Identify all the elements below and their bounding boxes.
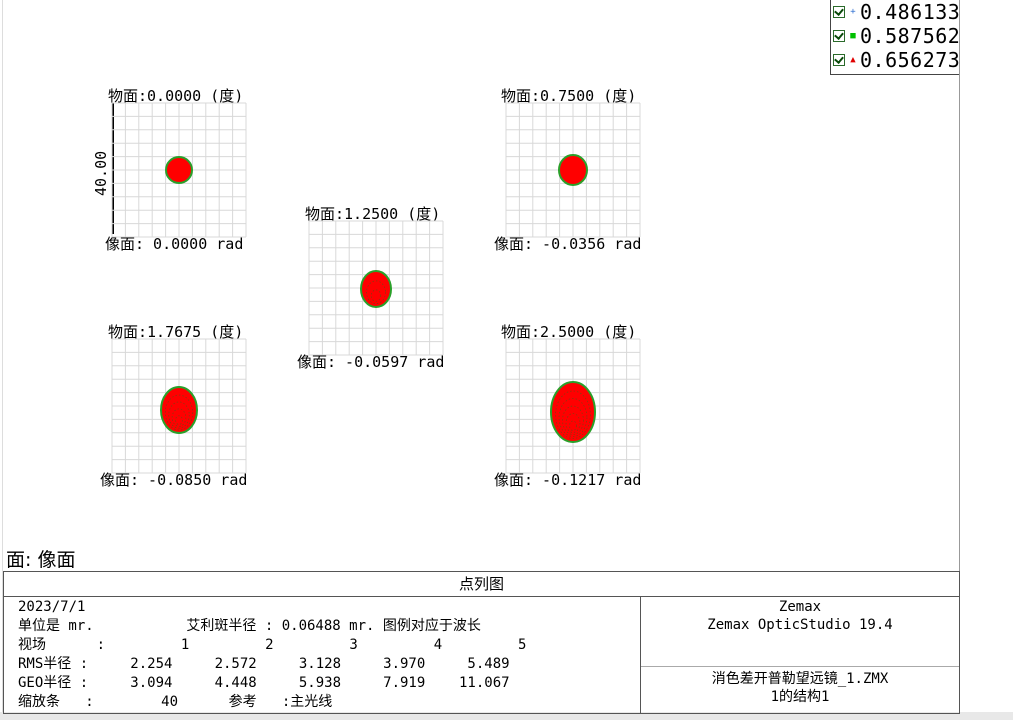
spot-panel-4: [111, 338, 247, 474]
info-panel: 点列图 2023/7/1 单位是 mr. 艾利斑半径 : 0.06488 mr.…: [3, 571, 960, 714]
wavelength-legend: + 0.486133 ■ 0.587562 ▲ 0.656273: [830, 0, 960, 75]
triangle-marker-icon: ▲: [850, 55, 856, 65]
spot-blob: [160, 386, 198, 434]
spot-ring: [168, 401, 190, 429]
scale-bar: [112, 103, 114, 234]
checkbox-icon[interactable]: [833, 54, 845, 66]
spot-ring: [171, 408, 187, 427]
info-field-line: 视场 : 1 2 3 4 5: [18, 637, 527, 653]
plus-marker-icon: +: [850, 7, 856, 17]
spot-blob: [550, 381, 596, 443]
spot-panel-3: [308, 220, 444, 356]
panel-3-object-label: 物面:1.2500 (度): [305, 205, 441, 223]
spot-ring: [366, 280, 386, 305]
left-border: [2, 0, 3, 712]
checkbox-icon[interactable]: [833, 6, 845, 18]
surface-label: 面: 像面: [6, 549, 76, 571]
legend-row-2[interactable]: ■ 0.587562: [833, 24, 960, 48]
legend-row-3[interactable]: ▲ 0.656273: [833, 48, 960, 72]
legend-wavelength-3: 0.656273: [860, 48, 961, 72]
panel-1-object-label: 物面:0.0000 (度): [108, 87, 244, 105]
info-file-name: 消色差开普勒望远镜_1.ZMX: [711, 671, 889, 687]
info-right-separator: [641, 666, 959, 667]
right-border: [959, 0, 960, 712]
spot-ring: [175, 415, 183, 425]
spot-blob: [165, 156, 193, 184]
spot-panel-5: [505, 338, 641, 474]
info-rms-line: RMS半径 : 2.254 2.572 3.128 3.970 5.489: [18, 656, 510, 672]
info-divider: [640, 597, 641, 714]
panel-5-image-label: 像面: -0.1217 rad: [494, 471, 642, 489]
panel-3-image-label: 像面: -0.0597 rad: [297, 353, 445, 371]
panel-5-object-label: 物面:2.5000 (度): [501, 323, 637, 341]
square-marker-icon: ■: [850, 31, 856, 41]
panel-4-object-label: 物面:1.7675 (度): [108, 323, 244, 341]
spot-ring: [562, 405, 584, 435]
panel-2-object-label: 物面:0.7500 (度): [501, 87, 637, 105]
legend-wavelength-2: 0.587562: [860, 24, 961, 48]
checkbox-icon[interactable]: [833, 30, 845, 42]
spot-ring: [164, 394, 194, 431]
info-date: 2023/7/1: [18, 599, 86, 615]
spot-diagram-area: [111, 102, 641, 474]
legend-wavelength-1: 0.486133: [860, 0, 961, 24]
spot-ring: [370, 289, 382, 302]
info-scale-line: 缩放条 : 40 参考 :主光线: [18, 694, 333, 710]
spot-blob: [360, 270, 392, 308]
info-product: Zemax OpticStudio 19.4: [707, 617, 893, 633]
panel-1-image-label: 像面: 0.0000 rad: [105, 235, 244, 253]
spot-panel-1: [111, 102, 247, 238]
spot-blob: [558, 154, 588, 186]
spot-ring: [565, 413, 581, 433]
spot-ring: [555, 390, 591, 439]
info-geo-line: GEO半径 : 3.094 4.448 5.938 7.919 11.067: [18, 675, 510, 691]
spot-ring: [569, 420, 577, 431]
info-units-line: 单位是 mr. 艾利斑半径 : 0.06488 mr. 图例对应于波长: [18, 618, 481, 634]
spot-panel-2: [505, 102, 641, 238]
panel-4-image-label: 像面: -0.0850 rad: [100, 471, 248, 489]
spot-ring: [558, 398, 588, 437]
panel-2-image-label: 像面: -0.0356 rad: [494, 235, 642, 253]
window-bottom-strip: [0, 712, 1013, 720]
info-company: Zemax: [778, 599, 822, 615]
info-title: 点列图: [4, 572, 959, 597]
info-config: 1的结构1: [770, 689, 830, 705]
legend-row-1[interactable]: + 0.486133: [833, 0, 960, 24]
